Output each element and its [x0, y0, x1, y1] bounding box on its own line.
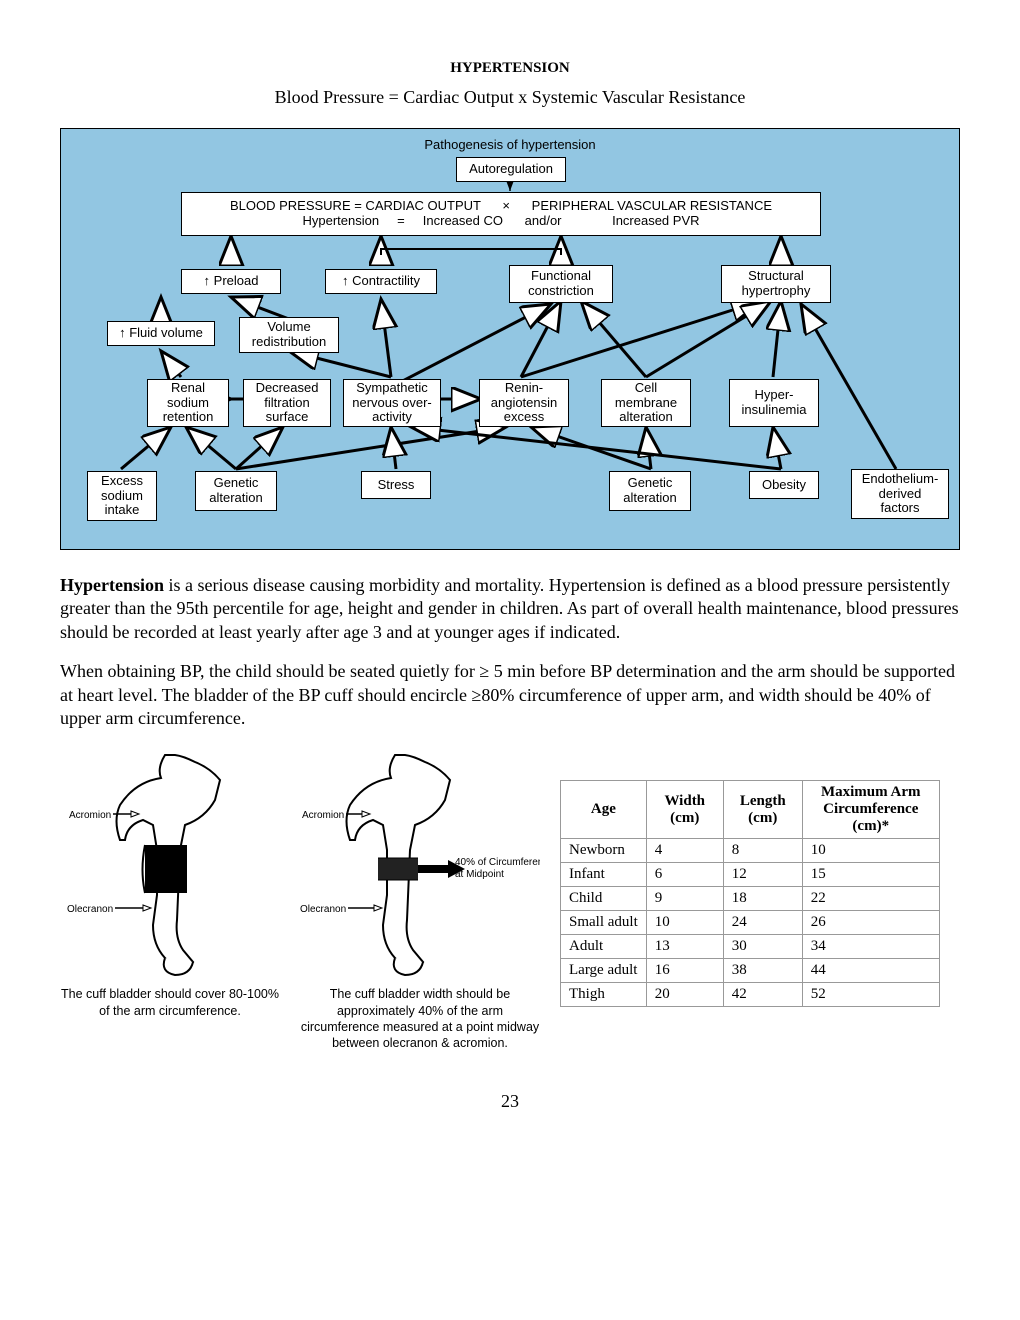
- svg-text:Acromion: Acromion: [69, 810, 111, 821]
- th-length: Length (cm): [723, 781, 802, 839]
- node-autoregulation: Autoregulation: [456, 157, 566, 182]
- pathogenesis-diagram: Pathogenesis of hypertension Autoregulat…: [60, 128, 960, 550]
- table-header-row: Age Width (cm) Length (cm) Maximum Arm C…: [561, 781, 940, 839]
- node-hyper: Hyper-insulinemia: [729, 379, 819, 427]
- table-row: Child91822: [561, 887, 940, 911]
- node-preload: ↑ Preload: [181, 269, 281, 294]
- body-text: Hypertension is a serious disease causin…: [60, 574, 960, 730]
- node-filt: Decreased filtration surface: [243, 379, 331, 427]
- th-age: Age: [561, 781, 647, 839]
- cuff-table-wrap: Age Width (cm) Length (cm) Maximum Arm C…: [560, 750, 940, 1007]
- cuff-size-table: Age Width (cm) Length (cm) Maximum Arm C…: [560, 780, 940, 1007]
- node-gen1: Genetic alteration: [195, 471, 277, 511]
- th-maxarm: Maximum Arm Circumference (cm)*: [802, 781, 939, 839]
- caption-1: The cuff bladder should cover 80-100% of…: [60, 986, 280, 1019]
- node-obesity: Obesity: [749, 471, 819, 499]
- table-row: Adult133034: [561, 935, 940, 959]
- node-endo: Endothelium-derived factors: [851, 469, 949, 519]
- node-symp: Sympathetic nervous over-activity: [343, 379, 441, 427]
- node-cell: Cell membrane alteration: [601, 379, 691, 427]
- arm-figure-2: Acromion Olecranon 40% of Circumference …: [300, 750, 540, 1051]
- svg-text:at Midpoint: at Midpoint: [455, 869, 504, 880]
- caption-2: The cuff bladder width should be approxi…: [300, 986, 540, 1051]
- arm-figure-1: Acromion Olecranon The cuff bladder shou…: [60, 750, 280, 1019]
- page: HYPERTENSION Blood Pressure = Cardiac Ou…: [0, 0, 1020, 1152]
- th-width: Width (cm): [646, 781, 723, 839]
- node-main: BLOOD PRESSURE = CARDIAC OUTPUT × PERIPH…: [181, 192, 821, 236]
- node-volred: Volume redistribution: [239, 317, 339, 353]
- node-renin: Renin-angiotensin excess: [479, 379, 569, 427]
- table-row: Large adult163844: [561, 959, 940, 983]
- svg-text:40% of Circumference: 40% of Circumference: [455, 857, 540, 868]
- svg-text:Acromion: Acromion: [302, 810, 344, 821]
- svg-text:Olecranon: Olecranon: [67, 904, 113, 915]
- diagram-title: Pathogenesis of hypertension: [61, 137, 959, 152]
- equation-line: Blood Pressure = Cardiac Output x System…: [60, 87, 960, 108]
- page-title: HYPERTENSION: [60, 60, 960, 77]
- node-structural: Structural hypertrophy: [721, 265, 831, 303]
- svg-text:Olecranon: Olecranon: [300, 904, 346, 915]
- node-contractility: ↑ Contractility: [325, 269, 437, 294]
- paragraph-1: Hypertension is a serious disease causin…: [60, 574, 960, 644]
- node-stress: Stress: [361, 471, 431, 499]
- node-gen2: Genetic alteration: [609, 471, 691, 511]
- paragraph-2: When obtaining BP, the child should be s…: [60, 660, 960, 730]
- table-row: Thigh204252: [561, 983, 940, 1007]
- table-row: Small adult102426: [561, 911, 940, 935]
- node-fluid: ↑ Fluid volume: [107, 321, 215, 346]
- table-row: Infant61215: [561, 863, 940, 887]
- figure-row: Acromion Olecranon The cuff bladder shou…: [60, 750, 960, 1051]
- node-renal: Renal sodium retention: [147, 379, 229, 427]
- table-row: Newborn4810: [561, 839, 940, 863]
- node-functional: Functional constriction: [509, 265, 613, 303]
- page-number: 23: [60, 1091, 960, 1112]
- node-excess: Excess sodium intake: [87, 471, 157, 521]
